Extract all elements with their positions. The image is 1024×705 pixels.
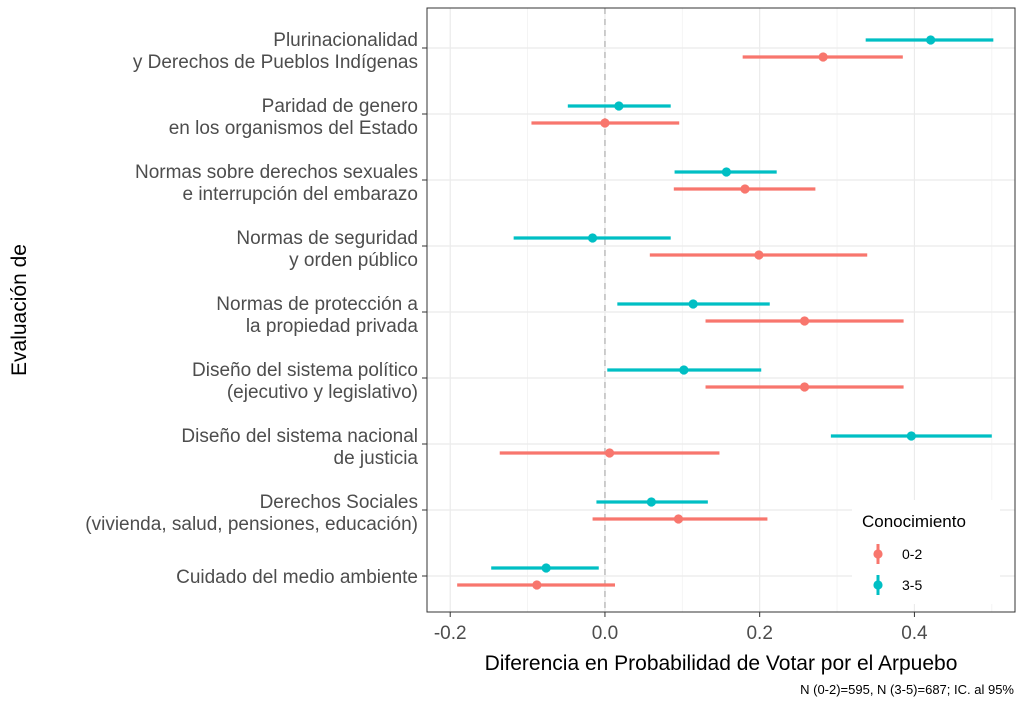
estimate-point-0-2	[818, 52, 828, 62]
grid-lines	[427, 8, 1015, 612]
caption: N (0-2)=595, N (3-5)=687; IC. al 95%	[800, 682, 1014, 697]
estimate-point-3-5	[646, 497, 656, 507]
legend-label-0-2: 0-2	[902, 546, 922, 562]
category-label-line1: Normas de seguridad	[236, 228, 418, 249]
x-tick-label: 0.4	[901, 623, 928, 644]
estimate-point-3-5	[906, 431, 916, 441]
estimate-point-0-2	[799, 316, 810, 326]
category-label-line2: (ejecutivo y legislativo)	[227, 382, 418, 403]
panel-border	[426, 7, 1016, 613]
legend: Conocimiento 0-2 3-5	[852, 500, 1000, 604]
category-label-line2: de justicia	[334, 448, 419, 469]
x-tick-label: -0.2	[434, 623, 467, 644]
legend-label-3-5: 3-5	[902, 577, 922, 593]
x-axis-ticks: -0.2 0.0 0.2 0.4	[434, 612, 928, 644]
estimate-point-3-5	[587, 233, 598, 243]
estimate-point-0-2	[600, 118, 610, 128]
estimate-point-0-2	[799, 382, 810, 392]
category-label-line2: en los organismos del Estado	[169, 118, 418, 139]
estimate-point-3-5	[679, 365, 689, 375]
estimate-point-0-2	[740, 184, 750, 194]
estimate-point-0-2	[604, 448, 615, 458]
category-label-line2: la propiedad privada	[246, 316, 419, 337]
category-label-line1: Diseño del sistema político	[192, 360, 418, 381]
category-label-line2: e interrupción del embarazo	[182, 184, 418, 205]
legend-key-point-3-5	[873, 580, 883, 590]
category-label-line1: Paridad de genero	[262, 96, 418, 117]
category-label-line2: y Derechos de Pueblos Indígenas	[133, 52, 418, 73]
estimate-point-3-5	[721, 167, 732, 177]
x-tick-label: 0.2	[746, 623, 772, 644]
x-tick-label: 0.0	[592, 623, 618, 644]
category-label-line1: Derechos Sociales	[260, 492, 418, 513]
estimate-point-3-5	[614, 101, 624, 111]
category-label-line1: Cuidado del medio ambiente	[176, 567, 418, 588]
estimate-point-0-2	[532, 580, 542, 590]
category-label-line1: Plurinacionalidad	[273, 30, 418, 51]
legend-key-point-0-2	[873, 549, 883, 559]
legend-title: Conocimiento	[862, 512, 966, 531]
category-label-line1: Diseño del sistema nacional	[181, 426, 418, 447]
category-label-line2: y orden público	[289, 250, 418, 271]
estimate-point-3-5	[541, 563, 551, 573]
estimate-point-3-5	[926, 35, 936, 45]
legend-keys: 0-2 3-5	[873, 544, 922, 595]
category-label-line2: (vivienda, salud, pensiones, educación)	[85, 514, 418, 535]
estimate-point-0-2	[754, 250, 764, 260]
x-axis-title: Diferencia en Probabilidad de Votar por …	[485, 652, 958, 675]
estimate-point-3-5	[688, 299, 698, 309]
category-label-line1: Normas sobre derechos sexuales	[135, 162, 418, 183]
category-label-line1: Normas de protección a	[216, 294, 418, 315]
estimate-point-0-2	[673, 514, 684, 524]
y-axis-title: Evaluación de	[8, 244, 31, 376]
interval-marks	[457, 35, 994, 590]
